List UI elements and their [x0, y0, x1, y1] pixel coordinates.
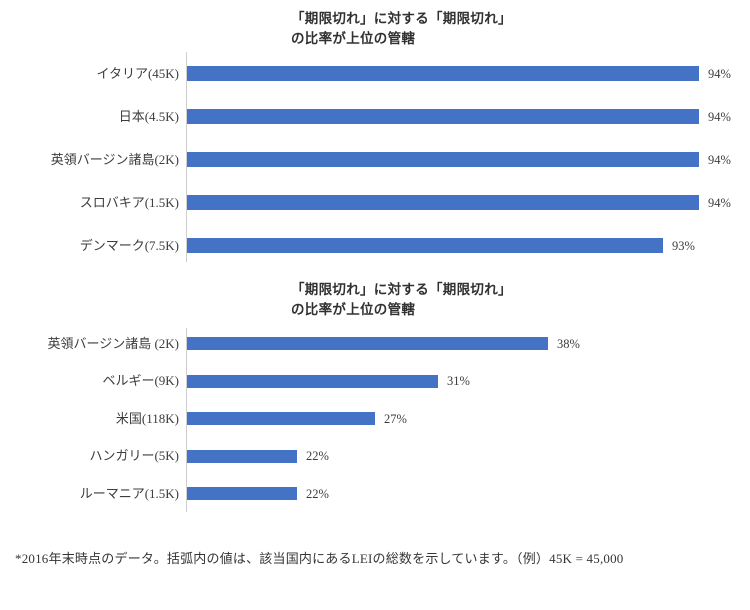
category-label: 日本(4.5K) — [118, 108, 179, 124]
bar — [187, 412, 375, 425]
footnote: *2016年末時点のデータ。括弧内の値は、該当国内にあるLEIの総数を示していま… — [15, 551, 624, 566]
value-label: 38% — [557, 336, 580, 351]
top-chart-title-line1: 「期限切れ」に対する「期限切れ」 — [291, 11, 512, 26]
top-chart-title: 「期限切れ」に対する「期限切れ」 の比率が上位の管轄 — [291, 9, 512, 49]
category-label: スロバキア(1.5K) — [79, 194, 179, 210]
value-label: 93% — [672, 238, 695, 253]
category-label: 米国(118K) — [115, 410, 179, 426]
bar — [187, 66, 699, 81]
value-label: 94% — [708, 195, 731, 210]
category-label: ベルギー(9K) — [102, 373, 179, 388]
value-label: 94% — [708, 66, 731, 81]
bottom-chart-y-axis-line — [186, 328, 187, 512]
category-label: 英領バージン諸島 (2K) — [47, 335, 179, 351]
bar — [187, 487, 297, 500]
bar — [187, 337, 548, 350]
top-chart-title-line2: の比率が上位の管轄 — [291, 31, 416, 46]
value-label: 94% — [708, 109, 731, 124]
value-label: 27% — [384, 411, 407, 426]
bottom-chart-title-line2: の比率が上位の管轄 — [291, 302, 416, 317]
bar — [187, 449, 297, 463]
category-label: ルーマニア(1.5K) — [79, 485, 179, 501]
category-label: ハンガリー(5K) — [89, 448, 179, 463]
bar — [187, 109, 699, 124]
bar — [187, 374, 438, 388]
category-label: 英領バージン諸島(2K) — [50, 151, 179, 167]
value-label: 22% — [306, 449, 329, 463]
value-label: 22% — [306, 486, 329, 501]
category-label: デンマーク(7.5K) — [79, 237, 179, 253]
value-label: 94% — [708, 152, 731, 167]
bottom-chart-title-line1: 「期限切れ」に対する「期限切れ」 — [291, 282, 512, 297]
bar — [187, 152, 699, 167]
category-label: イタリア(45K) — [96, 65, 179, 81]
top-chart-y-axis-line — [186, 52, 187, 262]
bottom-chart-title: 「期限切れ」に対する「期限切れ」 の比率が上位の管轄 — [291, 280, 512, 320]
value-label: 31% — [447, 374, 470, 388]
bar — [187, 195, 699, 210]
bar — [187, 238, 663, 253]
